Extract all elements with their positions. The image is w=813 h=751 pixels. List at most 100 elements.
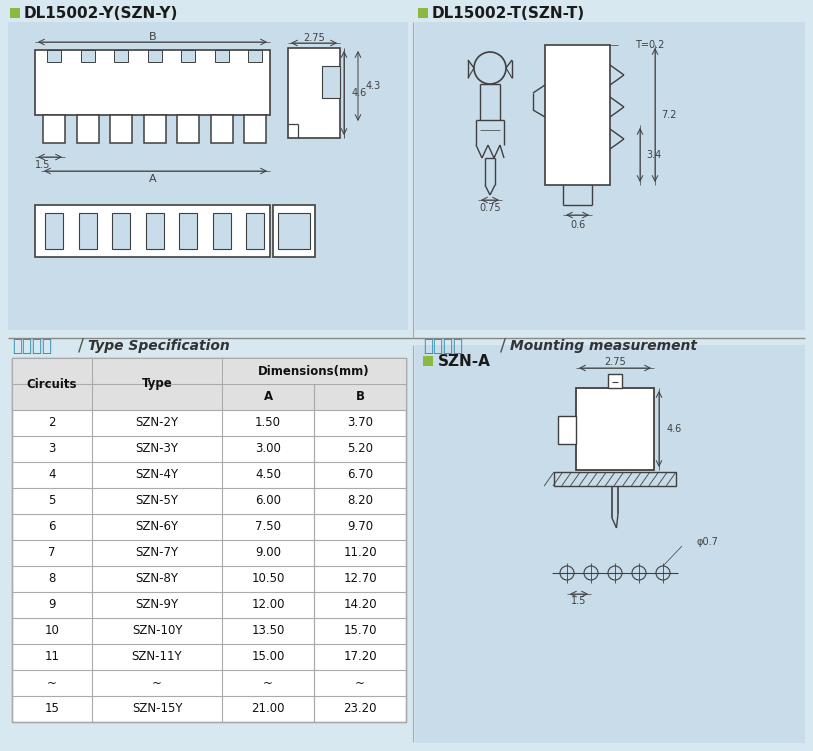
Text: T=0.2: T=0.2: [635, 40, 664, 50]
Text: 9.70: 9.70: [347, 520, 373, 533]
Bar: [415, 22, 805, 330]
Text: 11.20: 11.20: [343, 547, 376, 559]
Bar: [10, 8, 20, 18]
Text: A: A: [263, 391, 272, 403]
Text: 0.6: 0.6: [570, 220, 585, 230]
Text: ~: ~: [152, 677, 162, 689]
Text: SZN-6Y: SZN-6Y: [136, 520, 179, 533]
Text: 15.00: 15.00: [251, 650, 285, 663]
Text: 14.20: 14.20: [343, 599, 376, 611]
Text: DL15002-Y(SZN-Y): DL15002-Y(SZN-Y): [24, 7, 178, 22]
Text: /: /: [78, 337, 84, 355]
Text: Mounting measurement: Mounting measurement: [510, 339, 697, 353]
Text: 0.75: 0.75: [479, 203, 501, 213]
Text: 1.5: 1.5: [572, 596, 587, 606]
Text: 4.6: 4.6: [352, 88, 367, 98]
Text: ~: ~: [355, 677, 365, 689]
Text: 23.20: 23.20: [343, 702, 376, 716]
Text: 安装尺寸: 安装尺寸: [423, 337, 463, 355]
Bar: [12, 358, 406, 722]
Text: SZN-9Y: SZN-9Y: [136, 599, 179, 611]
Text: φ0.7: φ0.7: [696, 537, 718, 547]
Text: 13.50: 13.50: [251, 625, 285, 638]
Bar: [181, 50, 195, 62]
Text: 3: 3: [48, 442, 55, 456]
Bar: [110, 115, 132, 143]
Bar: [35, 205, 270, 257]
Text: 2: 2: [48, 417, 56, 430]
Text: 3.4: 3.4: [646, 150, 661, 160]
Bar: [179, 213, 197, 249]
Bar: [322, 66, 340, 98]
Text: SZN-8Y: SZN-8Y: [136, 572, 179, 586]
Bar: [418, 8, 428, 18]
Bar: [215, 50, 228, 62]
Text: ~: ~: [47, 677, 57, 689]
Text: 9.00: 9.00: [255, 547, 281, 559]
Bar: [223, 359, 406, 384]
Text: 2.75: 2.75: [303, 33, 325, 43]
Bar: [76, 115, 98, 143]
Text: 6: 6: [48, 520, 56, 533]
Bar: [144, 115, 166, 143]
Bar: [80, 50, 94, 62]
Text: 15: 15: [45, 702, 59, 716]
Bar: [8, 22, 408, 330]
Text: SZN-2Y: SZN-2Y: [136, 417, 179, 430]
Bar: [558, 416, 576, 444]
Bar: [43, 115, 65, 143]
Bar: [147, 50, 162, 62]
Text: 型号规格: 型号规格: [12, 337, 52, 355]
Text: 8.20: 8.20: [347, 494, 373, 508]
Text: 8: 8: [48, 572, 55, 586]
Bar: [423, 356, 433, 366]
Text: 7: 7: [48, 547, 56, 559]
Bar: [554, 472, 676, 486]
Bar: [114, 50, 128, 62]
Bar: [35, 50, 270, 115]
Bar: [112, 213, 130, 249]
Text: 4.6: 4.6: [667, 424, 682, 434]
Text: SZN-10Y: SZN-10Y: [132, 625, 182, 638]
Text: 21.00: 21.00: [251, 702, 285, 716]
Text: 11: 11: [45, 650, 59, 663]
Bar: [12, 358, 406, 410]
Bar: [273, 205, 315, 257]
Text: 3.00: 3.00: [255, 442, 281, 456]
Text: SZN-4Y: SZN-4Y: [136, 469, 179, 481]
Text: SZN-11Y: SZN-11Y: [132, 650, 182, 663]
Text: 10.50: 10.50: [251, 572, 285, 586]
Bar: [278, 213, 310, 249]
Text: 12.70: 12.70: [343, 572, 376, 586]
Text: 4: 4: [48, 469, 56, 481]
Bar: [288, 48, 340, 138]
Text: SZN-7Y: SZN-7Y: [136, 547, 179, 559]
Text: 17.20: 17.20: [343, 650, 376, 663]
Text: 2.75: 2.75: [604, 357, 626, 367]
Text: 4.3: 4.3: [366, 81, 381, 91]
Text: 5.20: 5.20: [347, 442, 373, 456]
Text: 10: 10: [45, 625, 59, 638]
Text: 6.00: 6.00: [255, 494, 281, 508]
Text: Type Specification: Type Specification: [88, 339, 230, 353]
Text: B: B: [149, 32, 156, 42]
Text: Dimensions(mm): Dimensions(mm): [259, 364, 370, 378]
Bar: [212, 213, 231, 249]
Text: ~: ~: [263, 677, 273, 689]
Text: 7.2: 7.2: [661, 110, 676, 120]
Bar: [246, 213, 264, 249]
Text: 9: 9: [48, 599, 56, 611]
Bar: [47, 50, 61, 62]
Text: 12.00: 12.00: [251, 599, 285, 611]
Text: Type: Type: [141, 378, 172, 391]
Text: 1.5: 1.5: [35, 160, 50, 170]
Text: Circuits: Circuits: [27, 378, 77, 391]
Text: DL15002-T(SZN-T): DL15002-T(SZN-T): [432, 7, 585, 22]
Text: /: /: [500, 337, 506, 355]
Text: B: B: [355, 391, 364, 403]
Text: 7.50: 7.50: [255, 520, 281, 533]
Bar: [608, 374, 622, 388]
Bar: [146, 213, 163, 249]
Text: 4.50: 4.50: [255, 469, 281, 481]
Bar: [576, 388, 654, 470]
